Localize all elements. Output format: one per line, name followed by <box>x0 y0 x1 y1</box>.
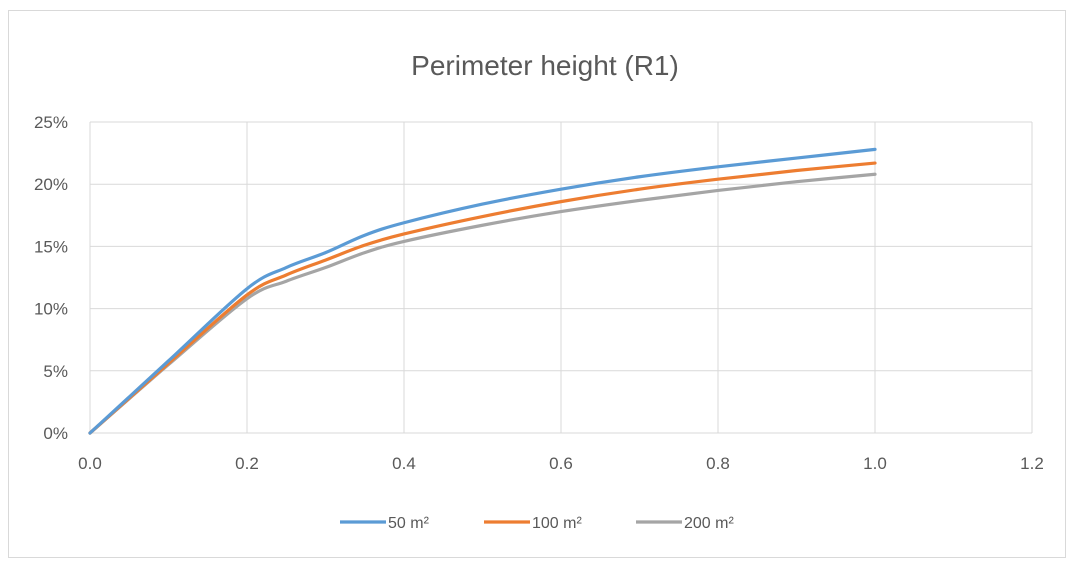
x-tick-label: 0.4 <box>392 454 416 473</box>
gridlines <box>89 121 1033 434</box>
y-tick-label: 0% <box>43 424 68 443</box>
x-axis-ticks: 0.0 0.2 0.4 0.6 0.8 1.0 1.2 <box>78 454 1044 473</box>
x-tick-label: 0.0 <box>78 454 102 473</box>
series-line <box>88 147 877 435</box>
x-tick-label: 0.8 <box>706 454 730 473</box>
x-tick-label: 0.2 <box>235 454 259 473</box>
x-tick-label: 0.6 <box>549 454 573 473</box>
series-lines <box>88 147 877 435</box>
legend-label: 200 m² <box>684 515 734 532</box>
y-tick-label: 20% <box>34 175 68 194</box>
y-tick-label: 10% <box>34 300 68 319</box>
chart-area <box>8 10 1066 558</box>
legend: 50 m² 100 m² 200 m² <box>340 515 734 532</box>
x-tick-label: 1.2 <box>1020 454 1044 473</box>
y-tick-label: 15% <box>34 237 68 256</box>
series-line <box>88 172 877 435</box>
legend-label: 100 m² <box>532 515 582 532</box>
x-tick-label: 1.0 <box>863 454 887 473</box>
y-tick-label: 5% <box>43 362 68 381</box>
y-axis-ticks: 0% 5% 10% 15% 20% 25% <box>34 113 68 443</box>
series-line <box>88 161 877 435</box>
y-tick-label: 25% <box>34 113 68 132</box>
legend-label: 50 m² <box>388 515 430 532</box>
chart-title: Perimeter height (R1) <box>411 50 679 81</box>
